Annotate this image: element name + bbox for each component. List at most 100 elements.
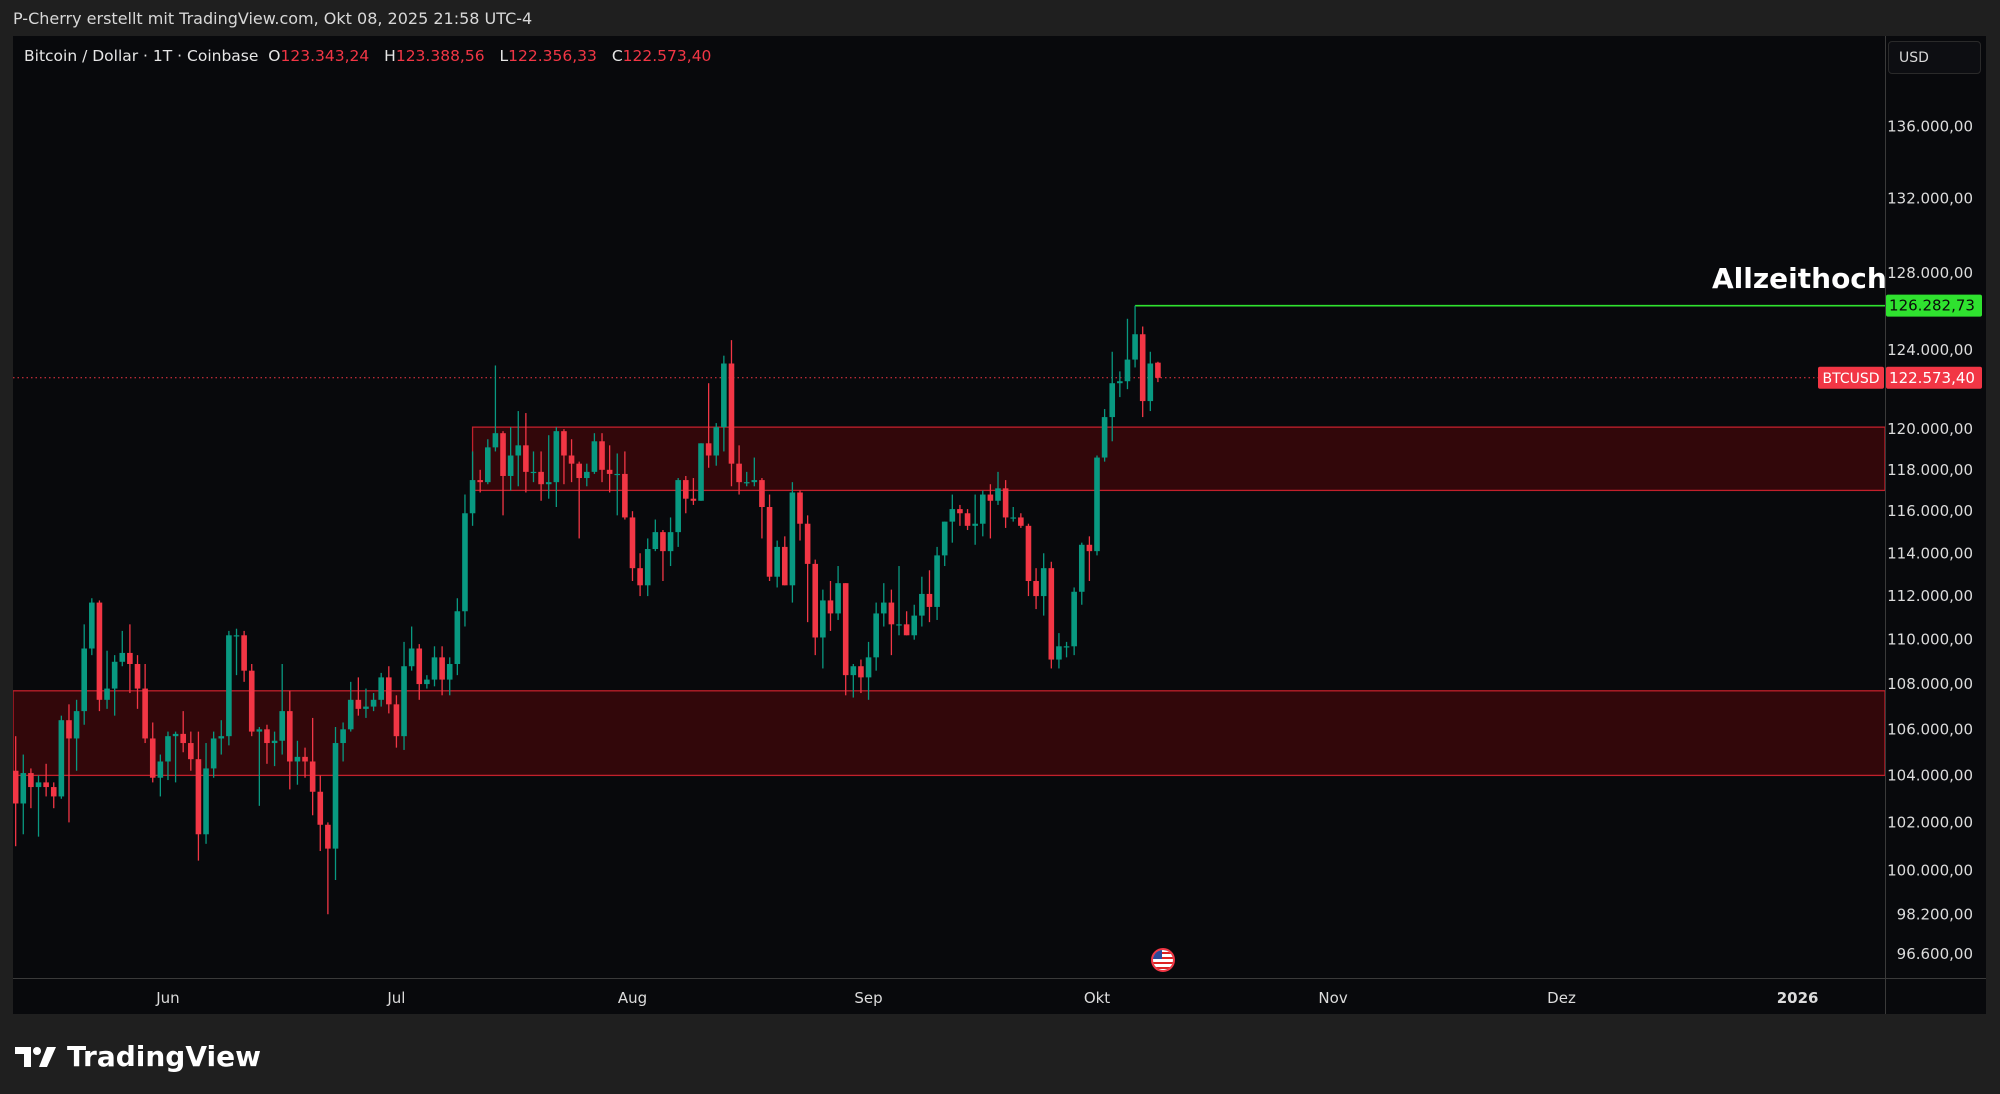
candle[interactable] xyxy=(1040,553,1047,616)
candle[interactable] xyxy=(507,427,514,491)
candle[interactable] xyxy=(622,451,628,520)
symbol-title[interactable]: Bitcoin / Dollar · 1T · Coinbase xyxy=(24,47,259,65)
candle[interactable] xyxy=(667,517,674,567)
candle[interactable] xyxy=(972,494,978,545)
candle[interactable] xyxy=(1086,536,1093,582)
candle[interactable] xyxy=(157,754,164,797)
candle[interactable] xyxy=(949,494,956,543)
candle[interactable] xyxy=(28,768,34,809)
candle[interactable] xyxy=(743,471,750,487)
candle[interactable] xyxy=(271,731,278,767)
upper-resistance-zone[interactable] xyxy=(471,426,1885,492)
candle[interactable] xyxy=(926,570,933,623)
candle[interactable] xyxy=(180,711,186,753)
candle[interactable] xyxy=(393,695,400,748)
candle[interactable] xyxy=(50,782,57,809)
candle[interactable] xyxy=(248,664,255,737)
candle[interactable] xyxy=(1132,305,1138,368)
candle[interactable] xyxy=(431,646,438,687)
candle[interactable] xyxy=(888,589,895,656)
candle[interactable] xyxy=(781,536,788,586)
candle[interactable] xyxy=(104,650,110,709)
candle[interactable] xyxy=(13,736,19,847)
candle[interactable] xyxy=(1002,480,1009,528)
chart-panel[interactable] xyxy=(13,36,1986,1014)
candle[interactable] xyxy=(919,576,925,627)
candle[interactable] xyxy=(111,655,118,716)
candle[interactable] xyxy=(835,566,841,620)
candle[interactable] xyxy=(355,677,362,716)
candle[interactable] xyxy=(827,581,834,631)
candle[interactable] xyxy=(279,664,285,755)
candle[interactable] xyxy=(538,451,544,501)
candle[interactable] xyxy=(842,583,849,696)
candle[interactable] xyxy=(660,530,666,582)
candle[interactable] xyxy=(1056,633,1062,669)
candle[interactable] xyxy=(1109,351,1116,442)
candle[interactable] xyxy=(287,690,293,790)
candle[interactable] xyxy=(1048,561,1055,669)
candle[interactable] xyxy=(332,727,339,880)
candle[interactable] xyxy=(454,598,461,676)
candle[interactable] xyxy=(1101,409,1108,462)
candle[interactable] xyxy=(1139,326,1146,418)
candle[interactable] xyxy=(378,672,384,707)
candle[interactable] xyxy=(165,731,171,781)
candle[interactable] xyxy=(317,775,324,852)
candle[interactable] xyxy=(203,743,209,844)
candle[interactable] xyxy=(1078,542,1085,605)
candle[interactable] xyxy=(119,630,126,667)
candle[interactable] xyxy=(241,630,247,682)
candle[interactable] xyxy=(386,666,392,714)
candle[interactable] xyxy=(736,445,742,495)
currency-button[interactable]: USD xyxy=(1888,41,1981,74)
candle[interactable] xyxy=(728,340,735,487)
candle[interactable] xyxy=(690,478,697,505)
candle[interactable] xyxy=(446,657,453,696)
candle[interactable] xyxy=(485,439,491,485)
candle[interactable] xyxy=(766,494,773,582)
candle[interactable] xyxy=(401,641,407,750)
candle[interactable] xyxy=(1147,351,1154,412)
candle[interactable] xyxy=(1025,523,1032,597)
candle[interactable] xyxy=(629,511,636,582)
candle[interactable] xyxy=(576,461,582,539)
all-time-high-annotation[interactable]: Allzeithoch xyxy=(1712,262,1887,295)
candle[interactable] xyxy=(774,540,780,588)
candle[interactable] xyxy=(462,494,468,627)
candle[interactable] xyxy=(73,699,80,771)
candle[interactable] xyxy=(873,602,879,671)
candle[interactable] xyxy=(416,644,423,700)
candle[interactable] xyxy=(89,598,95,656)
candle[interactable] xyxy=(721,355,727,452)
candle[interactable] xyxy=(309,717,316,816)
candle[interactable] xyxy=(439,646,445,696)
candle[interactable] xyxy=(264,724,270,764)
candle[interactable] xyxy=(995,471,1001,505)
candle[interactable] xyxy=(614,453,621,516)
candle[interactable] xyxy=(979,490,986,537)
candle[interactable] xyxy=(797,490,803,541)
candle[interactable] xyxy=(1033,568,1039,610)
candle[interactable] xyxy=(934,546,940,620)
candle[interactable] xyxy=(530,451,537,483)
candle[interactable] xyxy=(858,659,864,694)
candle[interactable] xyxy=(682,475,689,514)
candle[interactable] xyxy=(713,423,720,466)
candle[interactable] xyxy=(477,469,483,493)
candle[interactable] xyxy=(606,445,613,493)
candle[interactable] xyxy=(911,604,918,640)
candle[interactable] xyxy=(302,747,308,778)
candle[interactable] xyxy=(896,566,902,636)
candle[interactable] xyxy=(347,681,354,732)
candle[interactable] xyxy=(43,763,49,797)
candle[interactable] xyxy=(188,731,194,771)
candle[interactable] xyxy=(759,478,765,539)
candle[interactable] xyxy=(256,727,263,806)
candle[interactable] xyxy=(81,624,88,725)
candle[interactable] xyxy=(957,504,963,526)
candle[interactable] xyxy=(408,626,415,671)
candle[interactable] xyxy=(127,624,133,694)
candle[interactable] xyxy=(820,589,826,669)
